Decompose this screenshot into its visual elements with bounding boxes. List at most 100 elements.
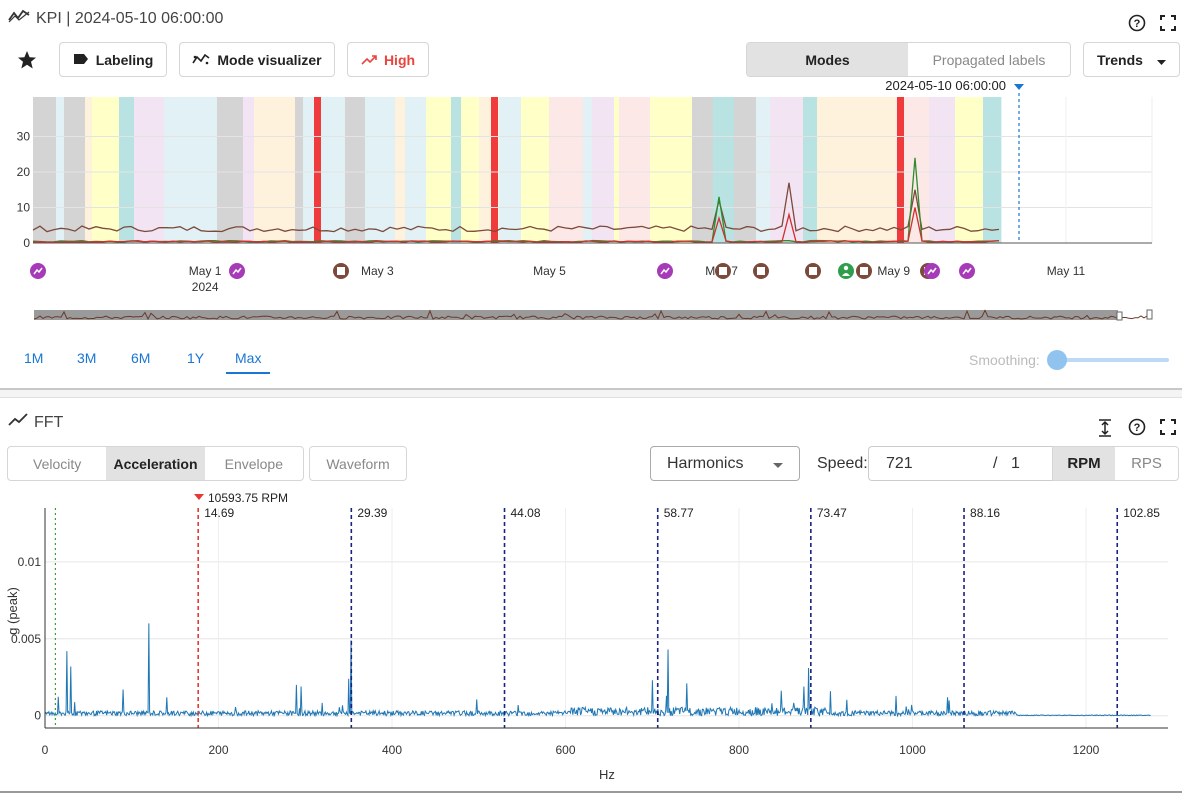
label-band[interactable] <box>734 97 756 243</box>
save-event-icon[interactable] <box>805 263 821 279</box>
label-band[interactable] <box>217 97 243 243</box>
trends-dropdown[interactable]: Trends <box>1083 42 1180 77</box>
label-band[interactable] <box>971 97 983 243</box>
label-band[interactable] <box>713 97 734 243</box>
label-band[interactable] <box>619 97 650 243</box>
modes-toggle-button[interactable]: Modes <box>747 43 908 76</box>
label-band[interactable] <box>92 97 119 243</box>
trend-event-icon[interactable] <box>30 263 46 279</box>
fft-fullscreen-icon[interactable] <box>1158 417 1178 437</box>
label-band[interactable] <box>64 97 85 243</box>
panel-divider[interactable] <box>0 388 1182 398</box>
x-tick-label: May 9 <box>877 264 910 278</box>
speed-input[interactable]: 721 <box>886 455 913 472</box>
trend-event-icon[interactable] <box>924 263 940 279</box>
range-button-6m[interactable]: 6M <box>131 350 151 366</box>
smoothing-slider-thumb[interactable] <box>1047 350 1067 370</box>
user-event-icon[interactable] <box>838 263 854 279</box>
navigator-handle-right[interactable] <box>1146 309 1153 320</box>
label-band[interactable] <box>243 97 254 243</box>
trend-event-icon[interactable] <box>959 263 975 279</box>
speed-marker-icon[interactable] <box>194 494 204 500</box>
trend-event-icon[interactable] <box>229 263 245 279</box>
label-band[interactable] <box>983 97 1002 243</box>
label-band[interactable] <box>461 97 479 243</box>
label-band[interactable] <box>583 97 592 243</box>
label-band[interactable] <box>405 97 426 243</box>
label-band[interactable] <box>592 97 614 243</box>
label-band[interactable] <box>770 97 803 243</box>
fft-chart[interactable]: 14.69 29.39 44.08 58.77 73.47 88.16 102.85 0 0.… <box>0 486 1182 788</box>
range-button-1y[interactable]: 1Y <box>187 350 205 366</box>
high-label-band[interactable] <box>897 97 904 243</box>
cursor-handle-icon[interactable] <box>1014 84 1024 90</box>
tab-velocity[interactable]: Velocity <box>33 455 82 472</box>
label-band[interactable] <box>85 97 92 243</box>
x-tick-label: 0 <box>42 743 49 757</box>
save-event-icon[interactable] <box>333 263 349 279</box>
kpi-event-markers[interactable] <box>30 263 975 279</box>
speed-ratio-input[interactable]: 1 <box>1011 455 1020 472</box>
label-band[interactable] <box>395 97 405 243</box>
smoothing-slider-track[interactable] <box>1057 358 1169 362</box>
fullscreen-icon[interactable] <box>1158 13 1178 33</box>
label-band[interactable] <box>426 97 451 243</box>
label-band[interactable] <box>33 97 56 243</box>
harmonics-select[interactable]: Harmonics <box>650 446 800 481</box>
navigator-handle-left[interactable] <box>1116 311 1123 321</box>
label-band[interactable] <box>499 97 521 243</box>
range-button-3m[interactable]: 3M <box>77 350 97 366</box>
label-band[interactable] <box>187 97 217 243</box>
harmonic-markers[interactable]: 14.69 29.39 44.08 58.77 73.47 88.16 102.85 <box>54 506 1160 728</box>
high-label-band[interactable] <box>314 97 321 243</box>
label-band[interactable] <box>929 97 955 243</box>
label-band[interactable] <box>549 97 583 243</box>
label-band[interactable] <box>692 97 713 243</box>
navigator-selection[interactable] <box>34 310 1118 320</box>
label-band[interactable] <box>650 97 692 243</box>
label-band[interactable] <box>614 97 619 243</box>
cursor-label: 2024-05-10 06:00:00 <box>885 78 1006 93</box>
high-button[interactable]: High <box>347 42 429 77</box>
label-band[interactable] <box>479 97 486 243</box>
save-event-icon[interactable] <box>753 263 769 279</box>
save-event-icon[interactable] <box>856 263 872 279</box>
labeling-button[interactable]: Labeling <box>59 42 167 77</box>
label-band[interactable] <box>164 97 187 243</box>
label-band[interactable] <box>345 97 365 243</box>
propagated-labels-toggle-button[interactable]: Propagated labels <box>932 51 1046 68</box>
harmonic-label: 88.16 <box>970 506 1000 520</box>
fft-help-icon[interactable]: ? <box>1127 417 1147 437</box>
range-button-1m[interactable]: 1M <box>24 350 44 366</box>
label-band[interactable] <box>254 97 295 243</box>
range-navigator[interactable] <box>33 309 1153 321</box>
label-band[interactable] <box>56 97 64 243</box>
label-band[interactable] <box>803 97 817 243</box>
high-label-band[interactable] <box>491 97 498 243</box>
expand-vertical-icon[interactable] <box>1095 418 1115 438</box>
star-icon[interactable] <box>16 49 38 71</box>
trend-event-icon[interactable] <box>657 263 673 279</box>
tab-waveform[interactable]: Waveform <box>326 455 390 472</box>
label-band[interactable] <box>119 97 134 243</box>
help-icon[interactable]: ? <box>1127 13 1147 33</box>
label-band[interactable] <box>303 97 345 243</box>
label-band[interactable] <box>451 97 461 243</box>
unit-rps-button[interactable]: RPS <box>1131 455 1162 472</box>
label-band[interactable] <box>855 97 896 243</box>
speed-field: 721 / 1 <box>868 446 1053 481</box>
label-band[interactable] <box>365 97 395 243</box>
label-band[interactable] <box>756 97 770 243</box>
label-band[interactable] <box>295 97 303 243</box>
label-band[interactable] <box>817 97 855 243</box>
mode-visualizer-button[interactable]: Mode visualizer <box>179 42 335 77</box>
label-band[interactable] <box>521 97 549 243</box>
unit-rpm-button[interactable]: RPM <box>1053 447 1116 480</box>
tab-envelope[interactable]: Envelope <box>224 455 284 472</box>
tab-acceleration[interactable]: Acceleration <box>106 447 205 480</box>
label-band[interactable] <box>955 97 971 243</box>
save-event-icon[interactable] <box>715 263 731 279</box>
range-button-max[interactable]: Max <box>226 350 271 374</box>
label-band[interactable] <box>134 97 164 243</box>
